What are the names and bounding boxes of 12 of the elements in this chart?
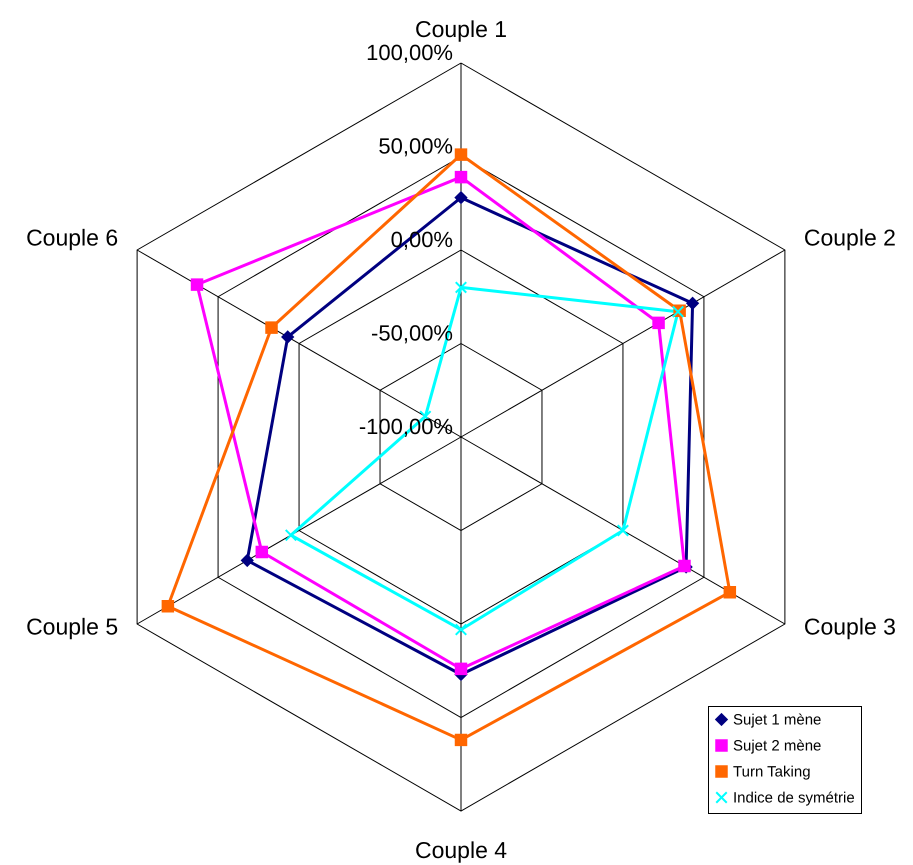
legend-label: Indice de symétrie <box>733 790 855 806</box>
spoke-label: Couple 6 <box>26 224 118 251</box>
legend-label: Sujet 2 mène <box>733 738 822 754</box>
y-tick-label: 100,00% <box>366 40 453 65</box>
spoke-label: Couple 4 <box>414 836 508 863</box>
spoke-label: Couple 3 <box>804 613 896 640</box>
legend-label: Turn Taking <box>733 764 811 780</box>
spoke-label: Couple 1 <box>414 16 508 42</box>
spoke-label: Couple 5 <box>26 613 118 640</box>
y-tick-label: 50,00% <box>378 134 453 158</box>
spoke-label: Couple 2 <box>804 224 896 251</box>
legend-label: Sujet 1 mène <box>733 712 822 728</box>
